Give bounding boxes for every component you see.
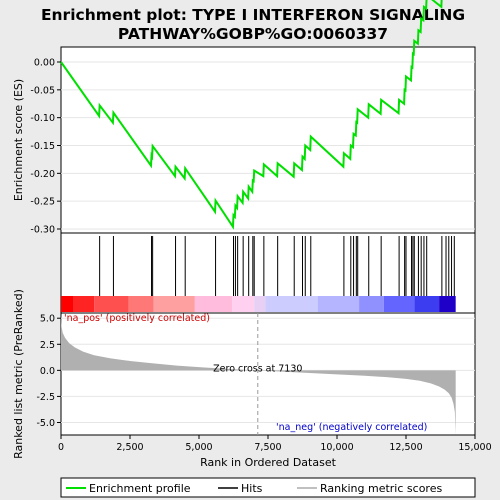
- es-ytick-label: -0.15: [30, 141, 55, 152]
- x-tick-label: 15,000: [458, 442, 491, 453]
- es-panel: [60, 46, 476, 234]
- rank-band-segment: [232, 296, 255, 312]
- rank-band-segment: [73, 296, 95, 312]
- pos-correlated-label: 'na_pos' (positively correlated): [64, 313, 210, 324]
- rank-band-segment: [359, 296, 384, 312]
- rank-band-segment: [265, 296, 318, 312]
- zero-cross-label: Zero cross at 7130: [213, 363, 302, 374]
- enrichment-profile: [60, 0, 443, 230]
- legend-es-label: Enrichment profile: [89, 482, 191, 495]
- es-ytick-label: -0.25: [30, 197, 55, 208]
- metric-y-ticks: 5.0 2.5 0.0 -2.5 -5.0: [36, 314, 61, 429]
- rank-band-segment: [254, 296, 266, 312]
- rank-band-segment: [194, 296, 233, 312]
- rank-color-band: [61, 296, 456, 312]
- ranking-metric-area: [61, 314, 456, 435]
- metric-ytick-label: 0.0: [40, 366, 55, 377]
- ranking-metric-fill: [61, 314, 456, 435]
- es-grid: [61, 61, 475, 230]
- es-ytick-label: -0.20: [30, 169, 55, 180]
- legend-metric-label: Ranking metric scores: [320, 482, 442, 495]
- x-tick-label: 2,500: [116, 442, 143, 453]
- rank-band-segment: [94, 296, 129, 312]
- es-ytick-label: -0.30: [30, 225, 55, 236]
- metric-ytick-label: 2.5: [40, 340, 55, 351]
- hit-lines: [99, 236, 455, 296]
- es-y-axis-label: Enrichment score (ES): [12, 79, 25, 201]
- es-ytick-label: -0.10: [30, 113, 55, 124]
- x-axis-label: Rank in Ordered Dataset: [200, 456, 337, 469]
- legend-box: [60, 477, 476, 498]
- x-tick-label: 5,000: [185, 442, 212, 453]
- rank-band-segment: [153, 296, 195, 312]
- chart-title-line1: Enrichment plot: TYPE I INTERFERON SIGNA…: [41, 6, 465, 24]
- rank-band-segment: [128, 296, 154, 312]
- es-curve-line: [60, 0, 443, 230]
- chart-title-line2: PATHWAY%GOBP%GO:0060337: [118, 25, 388, 43]
- rank-band-segment: [61, 296, 74, 312]
- metric-ytick-label: -2.5: [36, 392, 55, 403]
- es-y-ticks: 0.00 -0.05 -0.10 -0.15 -0.20 -0.25 -0.30: [30, 58, 61, 236]
- x-tick-label: 7,500: [254, 442, 281, 453]
- x-tick-label: 12,500: [389, 442, 422, 453]
- x-tick-label: 0: [58, 442, 64, 453]
- legend-hits-label: Hits: [241, 482, 263, 495]
- metric-y-axis-label: Ranked list metric (PreRanked): [12, 289, 25, 459]
- x-axis-ticks: 0 2,500 5,000 7,500 10,000 12,500 15,000: [58, 435, 492, 453]
- rank-band-segment: [439, 296, 456, 312]
- es-ytick-label: -0.05: [30, 85, 55, 96]
- metric-ytick-label: 5.0: [40, 314, 55, 325]
- rank-band-segment: [383, 296, 415, 312]
- x-tick-label: 10,000: [320, 442, 353, 453]
- legend: Enrichment profile Hits Ranking metric s…: [60, 477, 476, 498]
- neg-correlated-label: 'na_neg' (negatively correlated): [276, 422, 427, 433]
- rank-band-segment: [414, 296, 440, 312]
- es-ytick-label: 0.00: [34, 58, 55, 69]
- rank-band-segment: [317, 296, 360, 312]
- metric-ytick-label: -5.0: [36, 418, 55, 429]
